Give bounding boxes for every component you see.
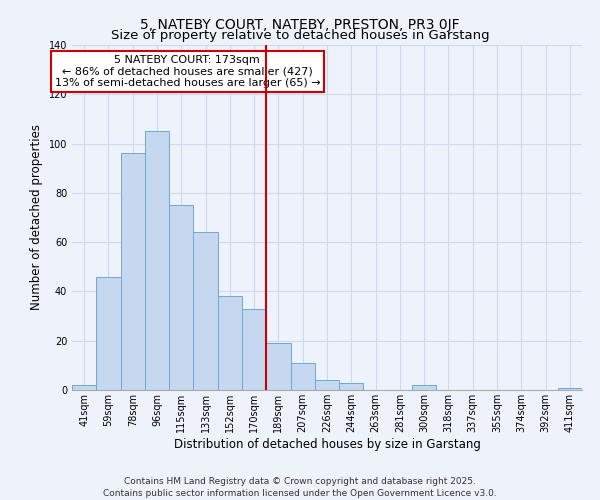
- Bar: [169, 205, 193, 390]
- Text: 5, NATEBY COURT, NATEBY, PRESTON, PR3 0JF: 5, NATEBY COURT, NATEBY, PRESTON, PR3 0J…: [140, 18, 460, 32]
- Bar: [121, 154, 145, 390]
- Bar: [266, 343, 290, 390]
- Bar: [193, 232, 218, 390]
- X-axis label: Distribution of detached houses by size in Garstang: Distribution of detached houses by size …: [173, 438, 481, 450]
- Bar: [412, 385, 436, 390]
- Text: Contains HM Land Registry data © Crown copyright and database right 2025.
Contai: Contains HM Land Registry data © Crown c…: [103, 476, 497, 498]
- Bar: [72, 385, 96, 390]
- Bar: [242, 308, 266, 390]
- Bar: [558, 388, 582, 390]
- Y-axis label: Number of detached properties: Number of detached properties: [30, 124, 43, 310]
- Bar: [339, 382, 364, 390]
- Text: 5 NATEBY COURT: 173sqm
← 86% of detached houses are smaller (427)
13% of semi-de: 5 NATEBY COURT: 173sqm ← 86% of detached…: [55, 55, 320, 88]
- Bar: [290, 363, 315, 390]
- Bar: [218, 296, 242, 390]
- Bar: [96, 276, 121, 390]
- Bar: [145, 131, 169, 390]
- Text: Size of property relative to detached houses in Garstang: Size of property relative to detached ho…: [110, 29, 490, 42]
- Bar: [315, 380, 339, 390]
